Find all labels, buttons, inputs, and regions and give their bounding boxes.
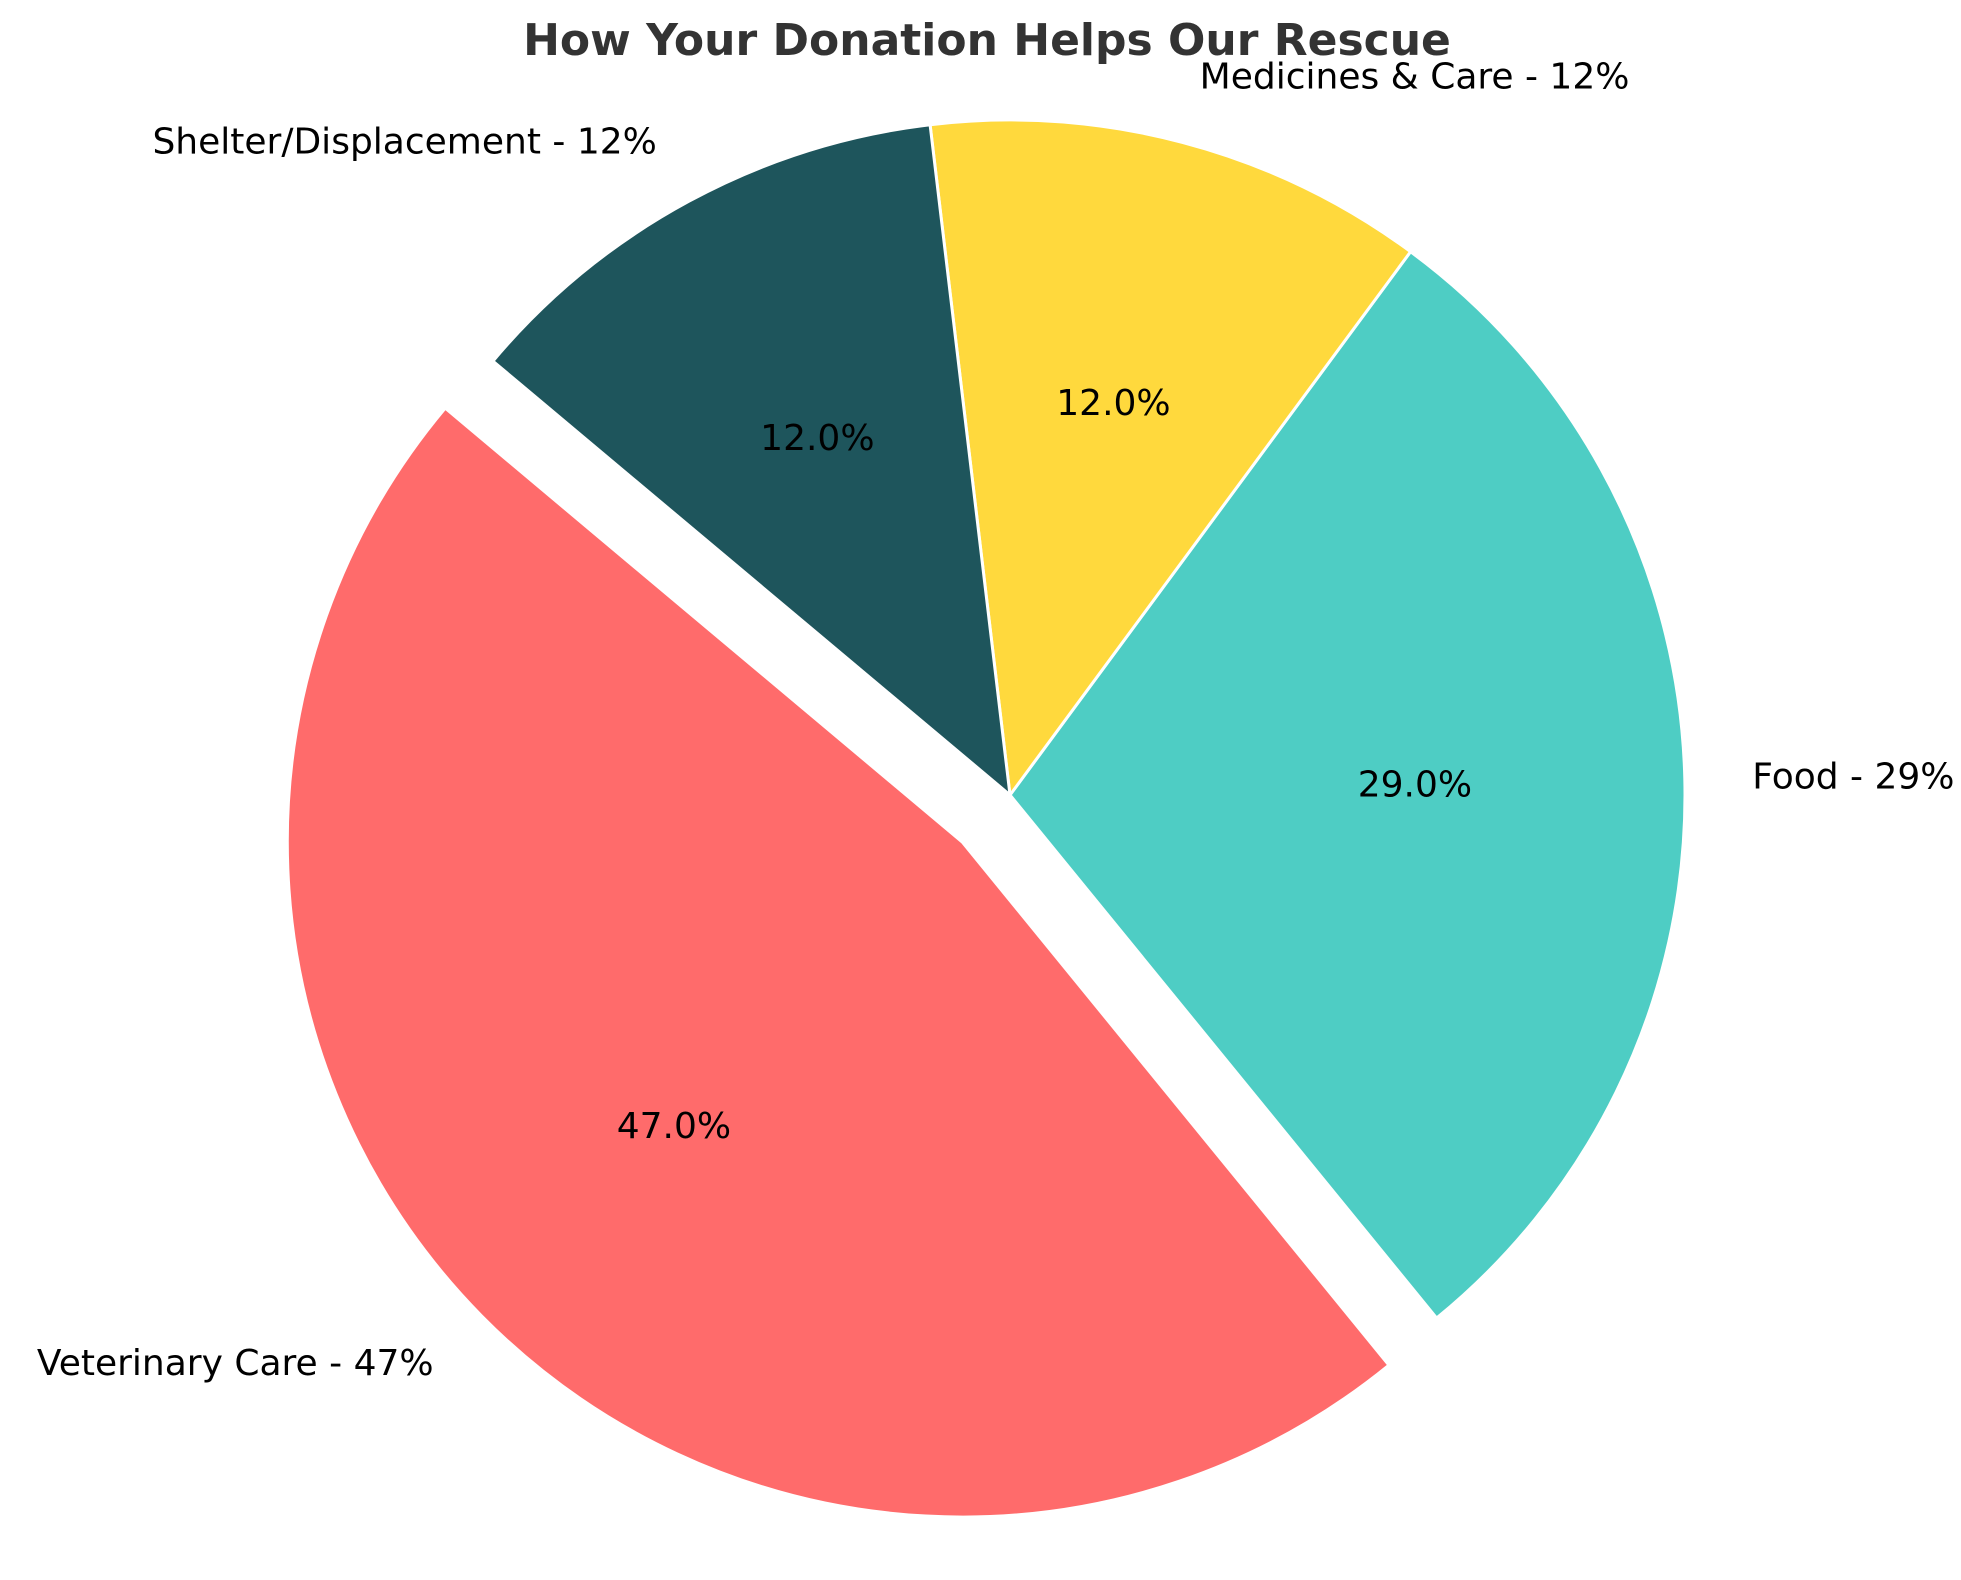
pie-labels: 47.0% Veterinary Care - 47% 29.0% Food - 29… [37, 57, 1955, 1384]
slice-percent-label: 12.0% [1056, 383, 1170, 424]
slice-category-label: Food - 29% [1752, 756, 1954, 797]
slice-category-label: Veterinary Care - 47% [37, 1343, 434, 1384]
slice-percent-label: 12.0% [760, 418, 874, 459]
pie-slice [928, 118, 1413, 799]
slice-category-label: Shelter/Displacement - 12% [152, 121, 656, 162]
pie-slices [285, 118, 1687, 1519]
slice-percent-label: 29.0% [1358, 765, 1472, 806]
pie-slice [490, 123, 1012, 799]
slice-percent-label: 47.0% [617, 1106, 731, 1147]
pie-slice [1008, 249, 1687, 1321]
pie-slice [285, 406, 1392, 1519]
chart-title: How Your Donation Helps Our Rescue [523, 15, 1451, 66]
slice-category-label: Medicines & Care - 12% [1200, 57, 1630, 98]
